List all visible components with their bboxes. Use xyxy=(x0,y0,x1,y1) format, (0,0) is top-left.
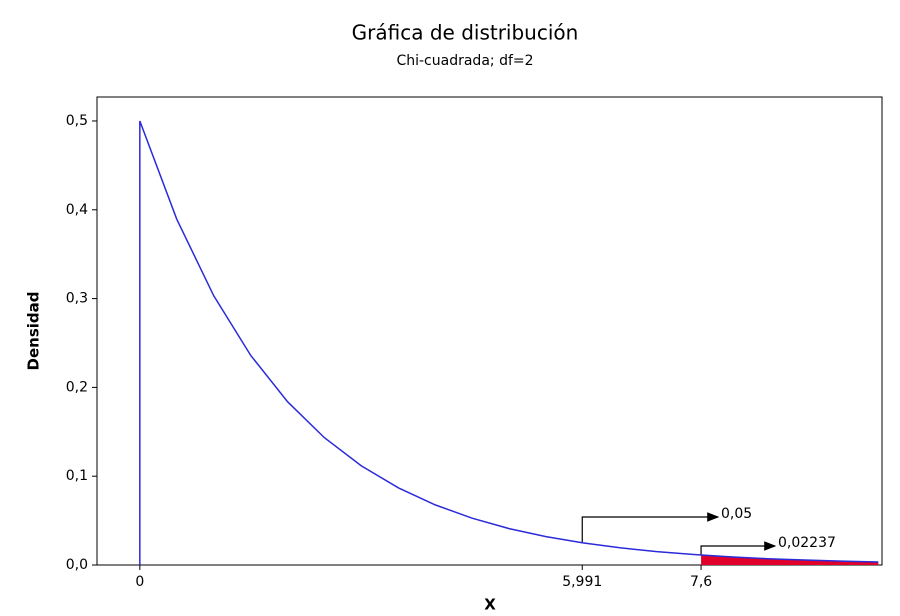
x-tick-label: 5,991 xyxy=(562,574,602,590)
annotation-label: 0,05 xyxy=(721,506,752,522)
y-axis-label: Densidad xyxy=(25,292,43,371)
x-tick-label: 7,6 xyxy=(690,574,712,590)
y-tick-label: 0,3 xyxy=(66,291,88,307)
density-line xyxy=(139,120,879,565)
y-tick-label: 0,4 xyxy=(66,202,88,218)
annotation-bracket xyxy=(581,512,720,543)
x-tick-label: 0 xyxy=(135,574,144,590)
annotation-bracket xyxy=(700,541,777,555)
y-tick-label: 0,1 xyxy=(66,468,88,484)
chart-subtitle: Chi-cuadrada; df=2 xyxy=(396,53,533,69)
annotation-label: 0,02237 xyxy=(778,535,836,551)
x-axis-label: X xyxy=(484,596,496,614)
y-tick-label: 0,5 xyxy=(66,113,88,129)
chart-title: Gráfica de distribución xyxy=(352,21,579,45)
y-tick-label: 0,0 xyxy=(66,557,88,573)
plot-frame xyxy=(96,96,883,566)
y-tick-label: 0,2 xyxy=(66,379,88,395)
